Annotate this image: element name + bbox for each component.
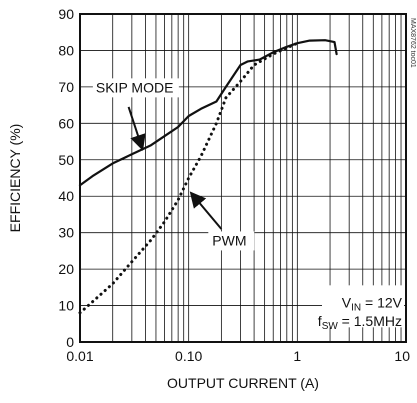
y-tick-label: 40 <box>58 188 74 204</box>
series-lines <box>78 39 338 315</box>
y-tick-label: 80 <box>58 42 74 58</box>
conditions-box: VIN = 12V fSW = 1.5MHz <box>318 285 404 332</box>
x-tick-label: 1 <box>293 348 301 364</box>
y-tick-label: 10 <box>58 298 74 314</box>
chart-id-watermark: MAX8762 toc01 <box>409 18 416 68</box>
fsw-condition: fSW = 1.5MHz <box>318 313 402 332</box>
pwm-series-line <box>78 41 299 315</box>
pwm-arrow <box>189 191 223 230</box>
plot-frame <box>79 13 407 343</box>
y-tick-label: 50 <box>58 152 74 168</box>
y-tick-label: 0 <box>66 334 74 350</box>
pwm-label: PWM <box>212 232 246 248</box>
y-tick-label: 90 <box>58 6 74 22</box>
tick-labels: 0 10 20 30 40 50 60 70 80 90 0.01 0.10 1 10 <box>58 6 410 364</box>
pwm-annotation: PWM <box>189 191 255 251</box>
x-tick-label: 0.10 <box>175 348 202 364</box>
y-axis-label: EFFICIENCY (%) <box>7 124 23 233</box>
skip-mode-annotation: SKIP MODE <box>92 78 179 151</box>
y-tick-label: 60 <box>58 115 74 131</box>
vin-condition: VIN = 12V <box>342 295 403 314</box>
y-tick-label: 20 <box>58 261 74 277</box>
x-tick-label: 10 <box>394 348 410 364</box>
skip-mode-series-line <box>78 39 338 187</box>
skip-mode-arrow <box>127 106 146 151</box>
skip-mode-label: SKIP MODE <box>96 79 174 95</box>
x-tick-label: 0.01 <box>66 348 93 364</box>
y-tick-label: 30 <box>58 225 74 241</box>
x-axis-label: OUTPUT CURRENT (A) <box>167 375 319 391</box>
y-tick-label: 70 <box>58 79 74 95</box>
